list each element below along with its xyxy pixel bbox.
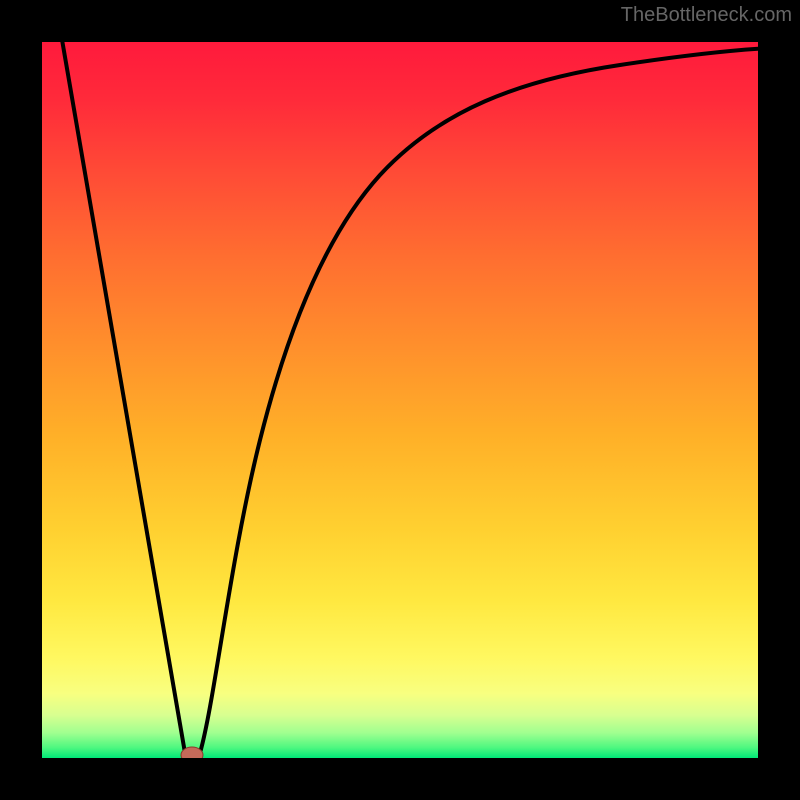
- plot-background: [42, 42, 758, 758]
- chart-svg: [0, 0, 800, 800]
- bottleneck-chart: TheBottleneck.com: [0, 0, 800, 800]
- watermark-text: TheBottleneck.com: [621, 4, 792, 27]
